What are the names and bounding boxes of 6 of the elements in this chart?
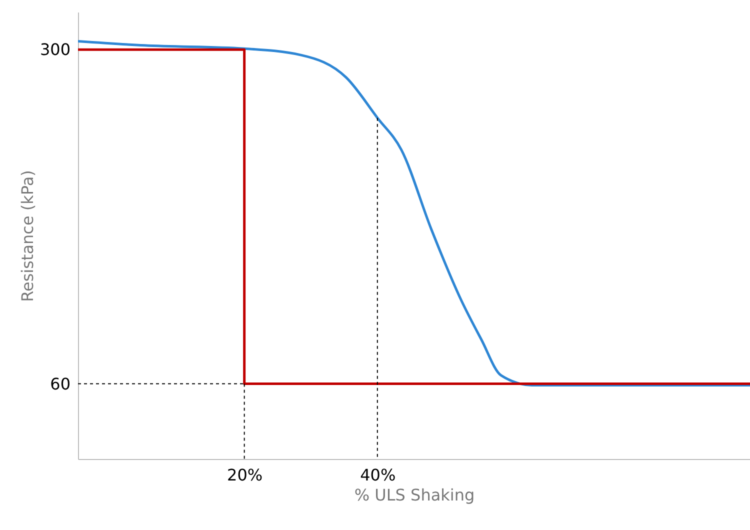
x-axis-title: % ULS Shaking bbox=[354, 486, 475, 504]
y-tick-label: 300 bbox=[40, 40, 70, 60]
x-tick-label: 20% bbox=[227, 466, 263, 484]
y-tick-label: 60 bbox=[50, 374, 70, 394]
x-tick-label: 40% bbox=[360, 466, 396, 484]
y-axis-title: Resistance (kPa) bbox=[18, 170, 37, 302]
